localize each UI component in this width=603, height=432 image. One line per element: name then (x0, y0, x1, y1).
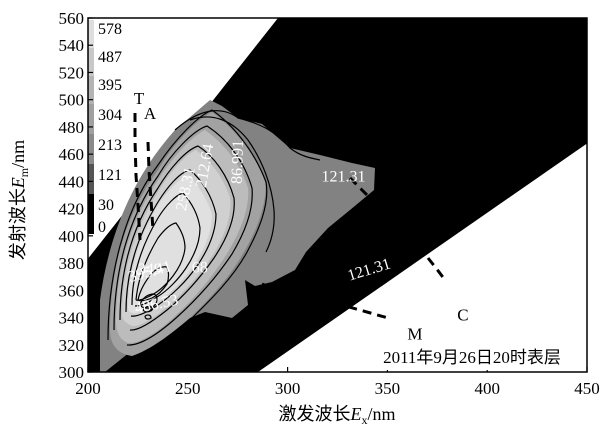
colorbar-tick-label: 487 (98, 49, 122, 66)
y-tick-label: 440 (59, 172, 85, 191)
contour-label: 349 (138, 261, 162, 278)
plot-frame (87, 17, 588, 373)
contour-line (113, 125, 253, 346)
x-axis-title-sub: x (361, 413, 367, 427)
colorbar-tick-label: 213 (98, 137, 122, 154)
y-axis-title: 发射波长Em/nm (8, 140, 31, 260)
x-tick-label: 450 (574, 379, 600, 398)
peak-label: M (407, 324, 422, 343)
x-tick-label: 400 (474, 379, 500, 398)
contour-lines (107, 109, 321, 359)
y-axis-title-var: E (8, 177, 28, 189)
y-tick-label: 540 (59, 36, 85, 55)
y-axis-title-main: 发射波长 (8, 188, 28, 260)
contour-line (119, 145, 235, 331)
y-tick-label: 420 (59, 200, 85, 219)
y-axis-title-sub: m (17, 167, 31, 177)
peak-label: C (457, 305, 468, 324)
y-tick-label: 480 (59, 118, 85, 137)
x-tick-label: 300 (275, 379, 301, 398)
colorbar-tick-label: 304 (98, 107, 122, 124)
contour-pocket (262, 258, 366, 304)
colorbar-segment (88, 76, 94, 104)
annotation-box (360, 342, 584, 370)
peak-label: T (134, 89, 145, 108)
peak-guide-t (133, 113, 142, 241)
y-tick-label: 460 (59, 145, 85, 164)
x-tick-label: 350 (375, 379, 401, 398)
colorbar-tick-label: 121 (98, 167, 122, 184)
colorbar-segment (88, 48, 94, 76)
contour-label: 121.31 (322, 168, 366, 185)
contour-line (142, 305, 154, 313)
y-tick-label: 360 (59, 281, 85, 300)
x-axis-title-unit: /nm (367, 404, 395, 424)
colorbar-tick-label: 0 (98, 219, 106, 236)
contour-line (174, 110, 321, 161)
x-axis-title-main: 激发波长 (278, 404, 350, 424)
annotation-text: 2011年9月26日20时表层 (383, 348, 561, 367)
contour-line (107, 109, 268, 359)
y-tick-label: 520 (59, 63, 85, 82)
colorbar-tick-label: 30 (98, 197, 114, 214)
y-tick-label: 340 (59, 309, 85, 328)
y-tick-label: 560 (59, 9, 85, 28)
colorbar-segment (88, 194, 94, 234)
colorbar-tick-label: 395 (98, 77, 122, 94)
y-tick-label: 380 (59, 254, 85, 273)
y-tick-label: 400 (59, 227, 85, 246)
contour-line (189, 116, 275, 253)
contour-line (139, 293, 158, 309)
y-axis-title-unit: /nm (8, 140, 28, 168)
colorbar-segment (88, 134, 94, 164)
colorbar-segment (88, 164, 94, 194)
colorbar-tick-label: 578 (98, 21, 122, 38)
x-axis-title-var: E (349, 404, 361, 424)
peak-guides (133, 113, 447, 320)
contour-fill-level-5 (128, 175, 212, 314)
colorbar-segment (88, 20, 94, 48)
y-tick-label: 320 (59, 336, 85, 355)
x-tick-label: 200 (75, 379, 101, 398)
x-axis-title: 激发波长Ex/nm (278, 404, 395, 427)
contour-line (125, 169, 217, 317)
y-tick-label: 500 (59, 91, 85, 110)
contour-label: 86.991 (229, 140, 248, 185)
y-tick-label: 300 (59, 363, 85, 382)
colorbar-segment (88, 104, 94, 134)
x-tick-label: 250 (175, 379, 201, 398)
peak-label: A (144, 104, 157, 123)
contour-line (137, 266, 170, 302)
contour-label: 68 (192, 260, 208, 277)
peak-guide-c-lower (426, 257, 447, 281)
peak-guide-m (261, 282, 389, 320)
contour-line (144, 314, 152, 320)
peak-guide-c (348, 176, 374, 202)
colorbar: 578 487 395 304 213 121 30 0 (88, 20, 122, 236)
contour-line (135, 222, 186, 301)
